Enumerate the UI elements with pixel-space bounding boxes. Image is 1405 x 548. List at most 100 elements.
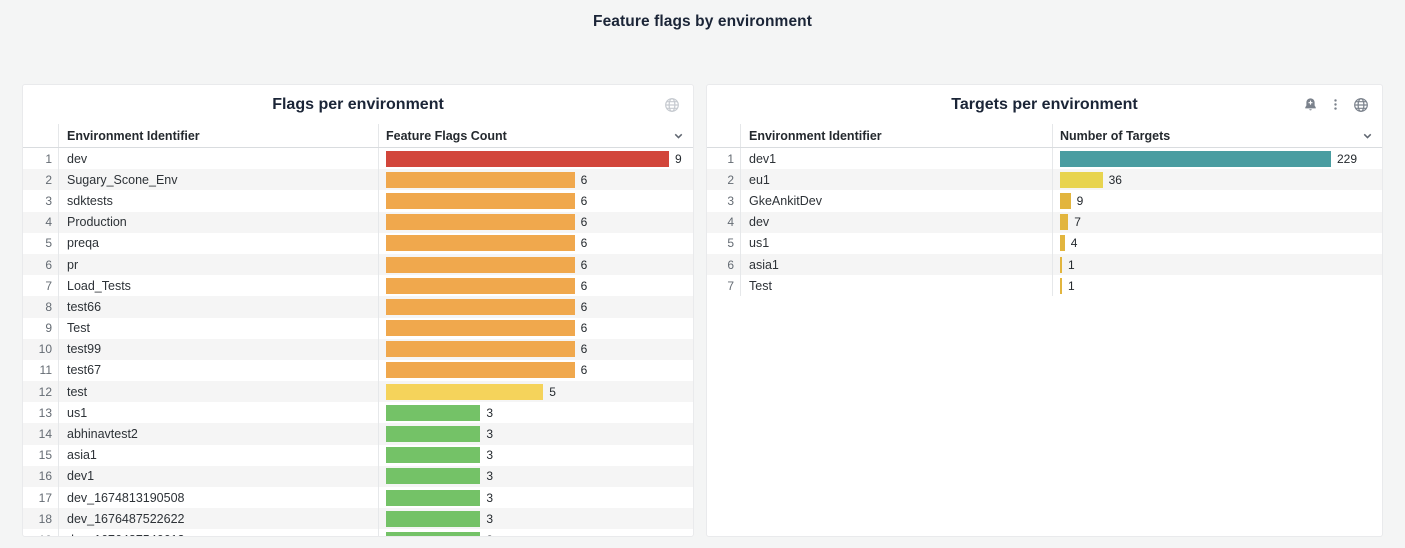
table-row: 6 asia1 1 [707, 253, 1382, 276]
table-header: Environment Identifier Number of Targets [707, 124, 1382, 148]
bar-gauge-cell: 1 [1053, 254, 1382, 275]
bar-value-label: 4 [1070, 236, 1078, 251]
globe-icon[interactable] [1353, 97, 1369, 113]
bar-gauge [1060, 171, 1103, 188]
table-row: 12 test 5 [23, 381, 693, 403]
bar-gauge [1060, 150, 1331, 167]
bar-gauge-cell: 3 [379, 466, 693, 487]
bar-gauge [386, 489, 481, 506]
bar-value-label: 6 [580, 299, 588, 314]
environment-identifier-cell: asia1 [59, 444, 379, 466]
row-number: 7 [23, 275, 59, 297]
bar-gauge-cell: 36 [1053, 169, 1382, 190]
row-number: 5 [23, 232, 59, 254]
table-row: 5 preqa 6 [23, 232, 693, 254]
environment-identifier-cell: dev_1676487522622 [59, 508, 379, 530]
bar-gauge-cell: 3 [379, 402, 693, 423]
chevron-down-icon[interactable] [672, 129, 685, 142]
bar-gauge [1060, 192, 1071, 209]
bar-gauge-cell: 5 [379, 381, 693, 402]
environment-identifier-cell: Test [741, 275, 1053, 297]
table-row: 8 test66 6 [23, 296, 693, 318]
globe-icon[interactable] [664, 97, 680, 113]
bar-gauge-cell: 6 [379, 275, 693, 296]
kebab-menu-icon[interactable] [1329, 98, 1342, 111]
value-column-header[interactable]: Number of Targets [1053, 124, 1382, 147]
identifier-column-header[interactable]: Environment Identifier [741, 124, 1053, 147]
row-number-header [23, 124, 59, 147]
bar-gauge-cell: 6 [379, 190, 693, 211]
bar-gauge-cell: 6 [379, 339, 693, 360]
bar-value-label: 6 [580, 363, 588, 378]
bar-gauge [386, 510, 481, 527]
bar-gauge [386, 341, 575, 358]
table-body[interactable]: 1 dev1 229 2 eu1 36 3 GkeAnkitDev 9 4 de… [707, 148, 1382, 536]
bar-value-label: 7 [1074, 215, 1081, 230]
bar-gauge-cell: 9 [1053, 190, 1382, 211]
bar-gauge-cell: 6 [379, 296, 693, 317]
row-number: 19 [23, 529, 59, 536]
environment-identifier-cell: test66 [59, 296, 379, 318]
bar-value-label: 3 [486, 511, 494, 526]
chevron-down-icon[interactable] [1361, 129, 1374, 142]
table-row: 9 Test 6 [23, 317, 693, 339]
panel-title[interactable]: Flags per environment [272, 95, 444, 113]
bar-gauge-cell: 6 [379, 169, 693, 190]
row-number: 6 [23, 253, 59, 276]
environment-identifier-cell: asia1 [741, 253, 1053, 276]
panel-header: Targets per environment [707, 85, 1382, 124]
environment-identifier-cell: us1 [59, 402, 379, 424]
panel-title[interactable]: Targets per environment [951, 95, 1138, 113]
bar-value-label: 6 [580, 342, 588, 357]
bar-gauge-cell: 6 [379, 360, 693, 381]
bar-gauge [386, 531, 481, 536]
bar-gauge-cell: 229 [1053, 148, 1382, 169]
bar-gauge [386, 362, 575, 379]
environment-identifier-cell: us1 [741, 232, 1053, 254]
row-number: 4 [707, 211, 741, 233]
bar-value-label: 6 [580, 257, 588, 272]
bar-gauge-cell: 9 [379, 148, 693, 169]
row-number: 7 [707, 275, 741, 297]
bar-gauge-cell: 1 [1053, 275, 1382, 296]
bar-gauge [386, 383, 544, 400]
value-column-header[interactable]: Feature Flags Count [379, 124, 693, 147]
page-title: Feature flags by environment [593, 13, 812, 30]
identifier-column-header[interactable]: Environment Identifier [59, 124, 379, 147]
environment-identifier-cell: Load_Tests [59, 275, 379, 297]
bar-gauge [1060, 277, 1062, 294]
environment-identifier-cell: sdktests [59, 190, 379, 212]
bar-value-label: 3 [486, 533, 493, 536]
bar-gauge-cell: 3 [379, 445, 693, 466]
panel-flags-per-environment: Flags per environment Environment Identi… [22, 84, 694, 537]
panel-targets-per-environment: Targets per environment [706, 84, 1383, 537]
table-row: 15 asia1 3 [23, 444, 693, 466]
table-body[interactable]: 1 dev 9 2 Sugary_Scone_Env 6 3 sdktests … [23, 148, 693, 536]
bar-gauge [386, 256, 575, 273]
table-row: 6 pr 6 [23, 253, 693, 276]
bar-value-label: 6 [580, 278, 588, 293]
environment-identifier-cell: Production [59, 211, 379, 233]
bar-gauge [386, 192, 575, 209]
bar-value-label: 3 [486, 427, 494, 442]
bar-gauge [1060, 256, 1062, 273]
bar-gauge [386, 426, 481, 443]
table-row: 10 test99 6 [23, 338, 693, 360]
environment-identifier-cell: test99 [59, 338, 379, 360]
row-number: 10 [23, 338, 59, 360]
table-row: 4 Production 6 [23, 211, 693, 233]
bar-gauge [386, 404, 481, 421]
row-number: 17 [23, 487, 59, 509]
bar-value-label: 6 [580, 321, 588, 336]
row-number: 9 [23, 317, 59, 339]
bar-gauge-cell: 3 [379, 423, 693, 444]
bar-gauge-cell: 6 [379, 318, 693, 339]
table-row: 16 dev1 3 [23, 465, 693, 487]
bell-plus-icon [1303, 97, 1318, 112]
panel-header: Flags per environment [23, 85, 693, 124]
environment-identifier-cell: dev_1674813190508 [59, 487, 379, 509]
bar-gauge [386, 447, 481, 464]
row-number: 5 [707, 232, 741, 254]
row-number: 6 [707, 253, 741, 276]
environment-identifier-cell: Sugary_Scone_Env [59, 169, 379, 191]
